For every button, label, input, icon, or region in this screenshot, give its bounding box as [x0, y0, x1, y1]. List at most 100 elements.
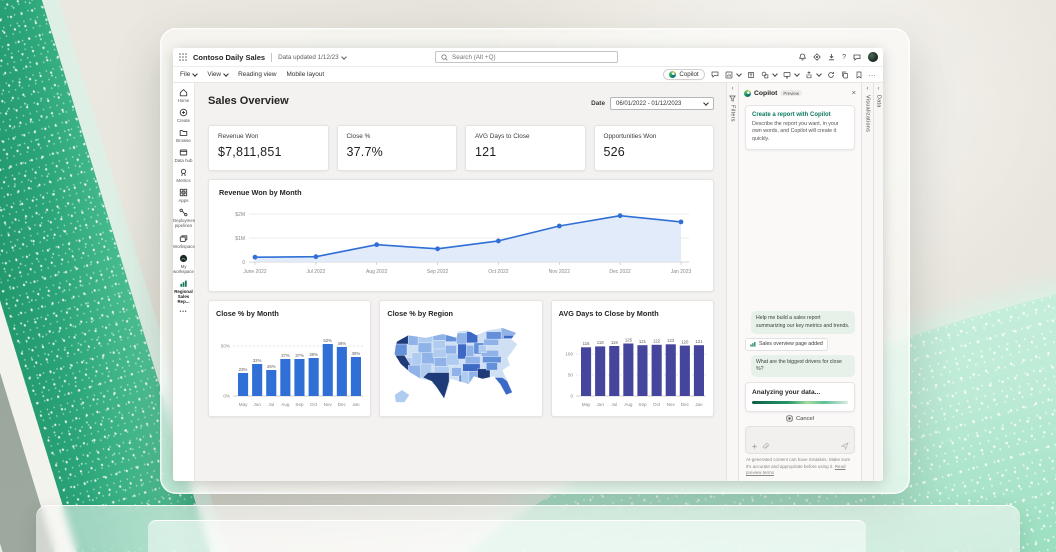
left-nav-rail: Home Create Browse Data hub Metrics Apps Deplo…	[173, 83, 197, 481]
expand-visualizations-icon[interactable]: ‹	[866, 86, 869, 92]
kpi-card-revenue-won[interactable]: Revenue Won $7,811,851	[208, 125, 329, 171]
visualizations-pane-collapsed[interactable]: ‹ Visualizations	[861, 83, 873, 481]
toolbar-more[interactable]: ...	[868, 71, 876, 78]
kpi-row: Revenue Won $7,811,851 Close % 37.7% AVG…	[208, 125, 714, 171]
sidebar-item-home[interactable]: Home	[173, 86, 194, 106]
sidebar-more[interactable]: •••	[179, 308, 188, 315]
svg-text:119: 119	[611, 340, 618, 345]
close-pct-bar-chart: 50% 0% 23% May 32% Jun 26% Jul 37% Aug 37% Sep 38% Oc…	[216, 324, 365, 414]
attach-icon[interactable]	[762, 443, 769, 450]
download-icon[interactable]	[828, 53, 835, 61]
browse-icon	[179, 128, 188, 137]
sidebar-item-apps[interactable]: Apps	[173, 186, 194, 206]
sidebar-item-workspaces[interactable]: Workspaces	[173, 232, 197, 252]
search-box[interactable]	[435, 51, 618, 63]
svg-text:June 2022: June 2022	[243, 269, 267, 275]
settings-icon[interactable]	[813, 53, 821, 61]
svg-text:Nov 2022: Nov 2022	[549, 269, 571, 275]
kpi-card-opportunities-won[interactable]: Opportunities Won 526	[593, 125, 714, 171]
svg-text:May: May	[239, 402, 248, 407]
close-icon[interactable]: ×	[851, 88, 856, 98]
svg-text:49%: 49%	[337, 341, 346, 346]
text-box-icon[interactable]	[747, 71, 755, 79]
sidebar-item-data-hub[interactable]: Data hub	[173, 146, 194, 166]
chat-status-chip[interactable]: Sales overview page added	[745, 337, 828, 351]
svg-text:50: 50	[568, 373, 574, 378]
notifications-icon[interactable]	[799, 53, 806, 61]
kpi-card-close-pct[interactable]: Close % 37.7%	[336, 125, 457, 171]
preview-terms-link[interactable]: Read preview terms	[746, 463, 846, 476]
svg-text:Jan 2023: Jan 2023	[671, 269, 692, 275]
app-launcher-icon[interactable]	[179, 53, 187, 61]
visuals-icon[interactable]	[725, 71, 742, 79]
svg-text:Jul 2022: Jul 2022	[306, 269, 325, 275]
avg-days-by-month-visual[interactable]: AVG Days to Close by Month 100 50 0 116 May 1…	[550, 300, 714, 417]
svg-text:Aug: Aug	[281, 402, 290, 407]
svg-text:Dec 2022: Dec 2022	[609, 269, 631, 275]
svg-text:Jun: Jun	[596, 402, 604, 407]
svg-text:Oct 2022: Oct 2022	[488, 269, 509, 275]
help-icon[interactable]: ?	[842, 53, 846, 61]
revenue-by-month-visual[interactable]: Revenue Won by Month $2M $1M 0 June 2022 Jul…	[208, 179, 714, 292]
header-actions: ?	[799, 52, 878, 62]
close-pct-by-month-visual[interactable]: Close % by Month 50% 0% 23% May 32% Jun 26% Jul…	[208, 300, 372, 417]
svg-text:23%: 23%	[239, 367, 248, 372]
filters-pane-label: Filters	[729, 105, 736, 122]
svg-text:Dec: Dec	[680, 402, 689, 407]
data-pane-collapsed[interactable]: ‹ Data	[873, 83, 883, 481]
sparkle-icon[interactable]	[751, 443, 758, 450]
search-input[interactable]	[452, 53, 612, 61]
filters-pane-collapsed[interactable]: ‹ Filters	[726, 83, 738, 481]
sidebar-item-my-workspace[interactable]: My workspace	[173, 252, 194, 277]
copilot-header: Copilot Preview ×	[739, 83, 861, 101]
svg-text:39%: 39%	[352, 351, 361, 356]
apps-icon	[179, 188, 188, 197]
sidebar-item-regional-sales-rep[interactable]: Regional Sales Rep...	[173, 277, 194, 307]
sidebar-item-create[interactable]: Create	[173, 106, 194, 126]
visualizations-pane-label: Visualizations	[864, 95, 871, 133]
menu-file[interactable]: File	[180, 71, 199, 78]
svg-text:Dec: Dec	[338, 402, 347, 407]
svg-text:100: 100	[565, 352, 573, 357]
toolbar-right: Copilot	[663, 69, 876, 80]
svg-text:Aug 2022: Aug 2022	[366, 269, 388, 275]
divider	[271, 52, 273, 62]
menu-view[interactable]: View	[207, 71, 229, 78]
present-icon[interactable]	[783, 71, 800, 79]
refresh-icon[interactable]	[827, 71, 835, 79]
export-icon[interactable]	[805, 70, 822, 79]
menu-reading-view[interactable]: Reading view	[238, 71, 277, 78]
ai-disclaimer: AI-generated content can have mistakes. …	[746, 457, 851, 476]
bookmark-icon[interactable]	[855, 71, 863, 79]
shapes-icon[interactable]	[761, 71, 778, 79]
menu-mobile-layout[interactable]: Mobile layout	[286, 71, 325, 78]
send-icon[interactable]	[841, 442, 849, 451]
duplicate-icon[interactable]	[841, 71, 849, 79]
copilot-button[interactable]: Copilot	[663, 69, 705, 80]
expand-filters-icon[interactable]: ‹	[731, 86, 734, 92]
copilot-input[interactable]	[745, 426, 855, 455]
us-choropleth-map	[387, 323, 536, 411]
sidebar-item-browse[interactable]: Browse	[173, 126, 194, 146]
kpi-card-avg-days[interactable]: AVG Days to Close 121	[465, 125, 586, 171]
cancel-button[interactable]: Cancel	[739, 412, 861, 424]
app-header: Contoso Daily Sales Data updated 1/12/23	[173, 48, 883, 67]
date-range-dropdown[interactable]: 06/01/2022 - 01/12/2023	[610, 97, 714, 110]
svg-text:125: 125	[624, 337, 632, 342]
progress-bar	[752, 401, 848, 405]
preview-badge: Preview	[780, 90, 803, 96]
feedback-icon[interactable]	[853, 54, 861, 61]
close-pct-by-region-visual[interactable]: Close % by Region	[379, 300, 543, 417]
page-title: Sales Overview	[208, 95, 289, 107]
svg-text:May: May	[581, 402, 590, 407]
sidebar-item-metrics[interactable]: Metrics	[173, 166, 194, 186]
svg-text:123: 123	[667, 338, 675, 343]
data-updated-dropdown[interactable]: Data updated 1/12/23	[278, 54, 347, 61]
expand-data-icon[interactable]: ‹	[877, 86, 880, 92]
comment-icon[interactable]	[711, 71, 719, 78]
account-avatar[interactable]	[868, 52, 878, 62]
sidebar-item-deployment-pipelines[interactable]: Deployment pipelines	[173, 206, 196, 231]
svg-text:Sep 2022: Sep 2022	[427, 269, 449, 275]
copilot-welcome-card[interactable]: Create a report with Copilot Describe th…	[745, 105, 855, 151]
svg-text:Oct: Oct	[310, 402, 318, 407]
